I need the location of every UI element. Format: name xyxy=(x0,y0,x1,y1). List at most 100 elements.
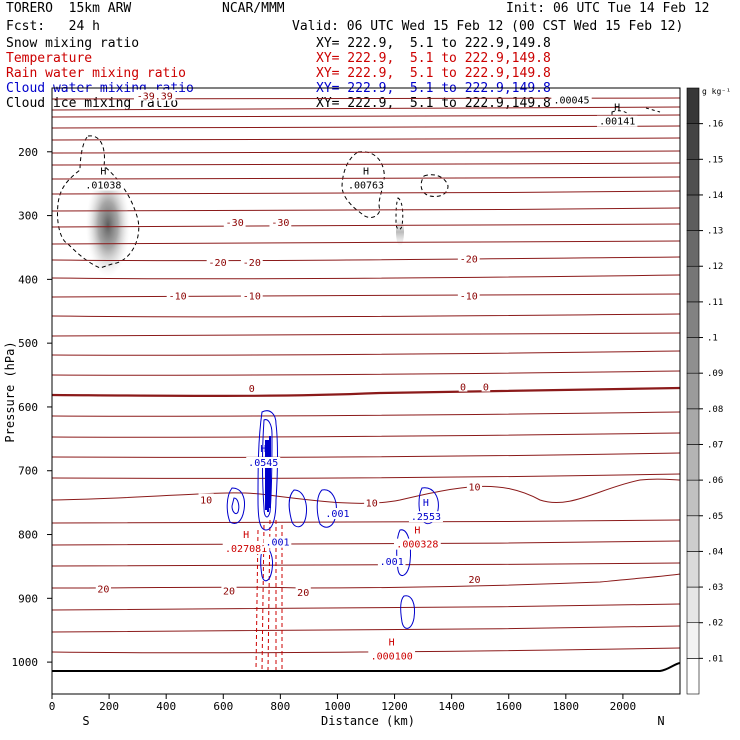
colorbar-tick-label: .02 xyxy=(707,619,723,629)
temperature-label-bg xyxy=(95,582,111,594)
y-tick-label: 500 xyxy=(18,337,38,350)
maximum-value-bg xyxy=(393,538,441,550)
maximum-value-bg xyxy=(323,508,352,520)
y-axis: 200 300 400 500 600 700 800 900 1000 xyxy=(12,146,52,669)
temperature-label: -20 xyxy=(209,258,227,269)
temperature-label: 20 xyxy=(297,588,309,599)
maximum-value-bg xyxy=(222,543,270,555)
temperature-label-bg xyxy=(133,89,176,101)
temperature-label: 20 xyxy=(97,585,109,596)
x-tick-label: 1200 xyxy=(381,700,408,713)
maximum-value-bg xyxy=(263,536,292,548)
maximum-value: .000100 xyxy=(371,651,413,662)
field-label-rain: Rain water mixing ratio xyxy=(6,66,187,81)
maximum-value: .00045 xyxy=(553,96,589,107)
maximum-value: .01038 xyxy=(85,180,121,191)
colorbar-tick-label: .06 xyxy=(707,476,723,486)
colorbar-tick-label: .03 xyxy=(707,583,723,593)
colorbar-tick-label: .15 xyxy=(707,155,723,165)
field-label-snow: Snow mixing ratio xyxy=(6,36,140,51)
temperature-label: 20 xyxy=(223,587,235,598)
colorbar-segment xyxy=(686,158,700,196)
cloud-ice-contour-1 xyxy=(57,135,140,269)
temperature-label-bg xyxy=(364,496,380,508)
cloud-ice-contour-6 xyxy=(645,107,661,113)
y-axis-title: Pressure (hPa) xyxy=(3,341,17,442)
temperature-label: 0 xyxy=(249,384,255,395)
center-title: NCAR/MMM xyxy=(222,1,285,16)
maximum-marker: H xyxy=(389,637,395,648)
temperature-label-bg xyxy=(240,289,263,301)
maximum-marker: H xyxy=(414,526,420,537)
temperature-label: -10 xyxy=(169,291,187,302)
colorbar: .01 .02 .03 .04 .05 .06 .07 .08 .09 .1 .11 .12 .13 .1… xyxy=(686,87,723,695)
x-tick-label: 1400 xyxy=(438,700,465,713)
maximum-value-bg xyxy=(597,115,638,127)
y-tick-label: 200 xyxy=(18,146,38,159)
colorbar-segment xyxy=(686,337,700,374)
maximum-value: .000328 xyxy=(396,540,438,551)
x-tick-label: 600 xyxy=(213,700,233,713)
colorbar-segment xyxy=(686,479,700,517)
maximum-value: .027081 xyxy=(225,544,267,555)
colorbar-segment xyxy=(686,515,700,552)
colorbar-segment xyxy=(686,123,700,160)
temperature-label-bg xyxy=(221,584,237,596)
maximum-value-bg xyxy=(345,179,387,191)
temperature-label: -10 xyxy=(243,291,261,302)
maximum-marker: H xyxy=(363,166,369,177)
temperature-label: -20 xyxy=(243,258,261,269)
temperature-label: 10 xyxy=(200,495,212,506)
temperature-label-bg xyxy=(166,289,189,301)
colorbar-tick-label: .01 xyxy=(707,654,723,664)
colorbar-tick-label: .13 xyxy=(707,227,723,237)
temperature-label-bg xyxy=(295,585,311,597)
colorbar-segment xyxy=(686,372,700,410)
forecast-hour: Fcst: 24 h xyxy=(6,19,100,34)
maximum-value: .00763 xyxy=(348,180,384,191)
maximum-value: .0545 xyxy=(248,458,278,469)
colorbar-segment xyxy=(686,444,700,481)
field-xy-cloud-ice: XY= 222.9, 5.1 to 222.9,149.8 xyxy=(316,96,551,111)
colorbar-segment xyxy=(686,408,700,445)
colorbar-segment xyxy=(686,301,700,338)
init-time: Init: 06 UTC Tue 14 Feb 12 xyxy=(506,1,710,16)
colorbar-segment xyxy=(686,551,700,588)
x-tick-label: 1600 xyxy=(495,700,522,713)
maximum-value: .00141 xyxy=(599,117,635,128)
snow-shading-core xyxy=(86,173,130,277)
x-axis: 0 200 400 600 800 1000 1200 1400 1600 1800 2000 xyxy=(49,694,636,713)
cloud-ice-contour-3 xyxy=(420,174,449,197)
temperature-label-bg xyxy=(240,256,263,268)
maximum-value-bg xyxy=(377,555,406,567)
cloud-ice-contour-4 xyxy=(395,197,404,230)
maximum-marker: H xyxy=(260,444,266,455)
x-tick-label: 200 xyxy=(99,700,119,713)
temperature-label: -10 xyxy=(460,291,478,302)
maxima-labels: H .01038 H .00763 H .00141 .00045 H .0545 H .02708… xyxy=(83,94,638,662)
colorbar-segment xyxy=(686,230,700,267)
temperature-label-bg xyxy=(247,381,257,393)
temperature-label-bg xyxy=(457,289,480,301)
temperature-label: 20 xyxy=(468,575,480,586)
colorbar-tick-label: .07 xyxy=(707,440,723,450)
colorbar-tick-label: .12 xyxy=(707,262,723,272)
y-tick-label: 900 xyxy=(18,592,38,605)
temperature-label: -30 xyxy=(226,218,244,229)
colorbar-segment xyxy=(686,622,700,659)
x-tick-label: 2000 xyxy=(610,700,637,713)
colorbar-unit: g kg⁻¹ xyxy=(702,87,731,96)
field-xy-snow: XY= 222.9, 5.1 to 222.9,149.8 xyxy=(316,36,551,51)
temperature-label: -30 xyxy=(271,218,289,229)
colorbar-tick-label: .11 xyxy=(707,298,723,308)
colorbar-tick-label: .16 xyxy=(707,120,723,130)
model-title: TORERO 15km ARW xyxy=(6,1,132,16)
temperature-label-bg xyxy=(198,493,214,505)
maximum-marker: H xyxy=(614,103,620,114)
maximum-value: .001 xyxy=(325,509,349,520)
temperature-label-bg xyxy=(223,215,246,227)
y-tick-label: 1000 xyxy=(12,656,39,669)
colorbar-segment xyxy=(686,658,700,695)
temperature-label-bg xyxy=(466,573,483,585)
